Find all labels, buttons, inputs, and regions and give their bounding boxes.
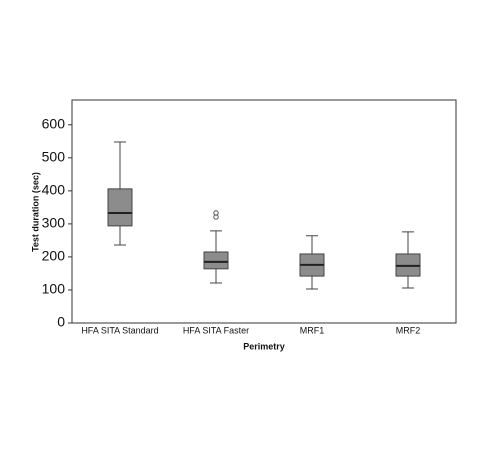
box xyxy=(203,251,229,270)
upper-whisker xyxy=(306,235,318,254)
y-tick-label: 100 xyxy=(42,281,66,297)
x-tick-label: HFA SITA Standard xyxy=(81,325,158,335)
lower-whisker xyxy=(402,276,414,289)
upper-whisker xyxy=(114,141,126,189)
plot-frame xyxy=(71,99,457,324)
upper-whisker xyxy=(210,230,222,252)
lower-whisker xyxy=(210,268,222,284)
upper-whisker xyxy=(402,231,414,254)
lower-whisker xyxy=(114,225,126,246)
y-tick-label: 400 xyxy=(42,182,66,198)
y-axis-label: Test duration (sec) xyxy=(30,172,40,252)
x-tick-label: HFA SITA Faster xyxy=(183,325,249,335)
lower-whisker xyxy=(306,276,318,290)
x-tick-label: MRF1 xyxy=(300,325,325,335)
y-tick-label: 500 xyxy=(42,149,66,165)
x-axis-label: Perimetry xyxy=(243,341,285,351)
y-tick-label: 300 xyxy=(42,215,66,231)
y-tick-label: 0 xyxy=(57,314,65,330)
x-tick-label: MRF2 xyxy=(396,325,421,335)
y-tick-label: 200 xyxy=(42,248,66,264)
outlier xyxy=(213,214,219,220)
y-tick-label: 600 xyxy=(42,115,66,131)
box xyxy=(107,188,133,227)
